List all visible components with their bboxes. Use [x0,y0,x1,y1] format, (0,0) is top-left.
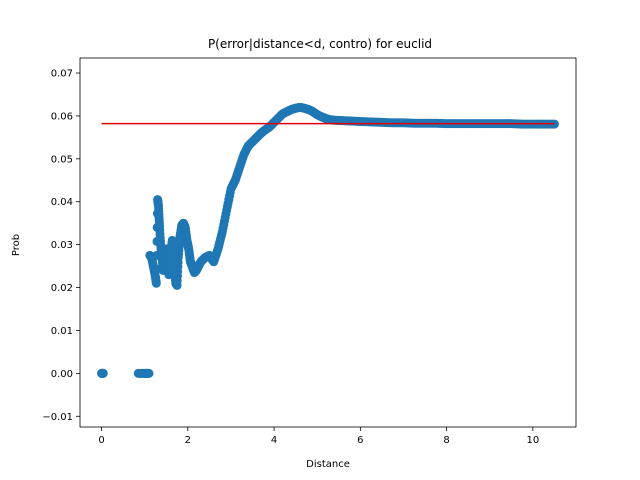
chart-title: P(error|distance<d, contro) for euclid [208,37,432,51]
y-axis-ticks: −0.01 0.00 0.01 0.02 0.03 0.04 0.05 0.06 0.07 [42,69,80,423]
x-tick-label: 4 [271,435,277,446]
y-tick-label: 0.03 [51,240,73,251]
y-tick-label: 0.06 [51,111,73,122]
x-tick-label: 10 [527,435,540,446]
x-tick-label: 0 [98,435,104,446]
axes-frame [79,57,577,428]
x-tick-label: 2 [185,435,191,446]
y-tick-label: −0.01 [42,412,73,423]
scatter-point [144,368,154,378]
y-tick-label: 0.07 [51,69,73,80]
y-axis-label: Prob [11,234,22,256]
y-tick-label: 0.04 [51,197,73,208]
x-tick-label: 6 [357,435,363,446]
scatter-point [151,278,161,288]
scatter-series [97,102,559,378]
y-tick-label: 0.05 [51,154,73,165]
y-tick-label: 0.02 [51,283,73,294]
y-tick-label: 0.00 [51,369,73,380]
x-axis-label: Distance [306,459,350,470]
x-tick-label: 8 [443,435,449,446]
y-tick-label: 0.01 [51,326,73,337]
x-axis-ticks: 0 2 4 6 8 10 [98,427,539,446]
scatter-point [98,368,108,378]
